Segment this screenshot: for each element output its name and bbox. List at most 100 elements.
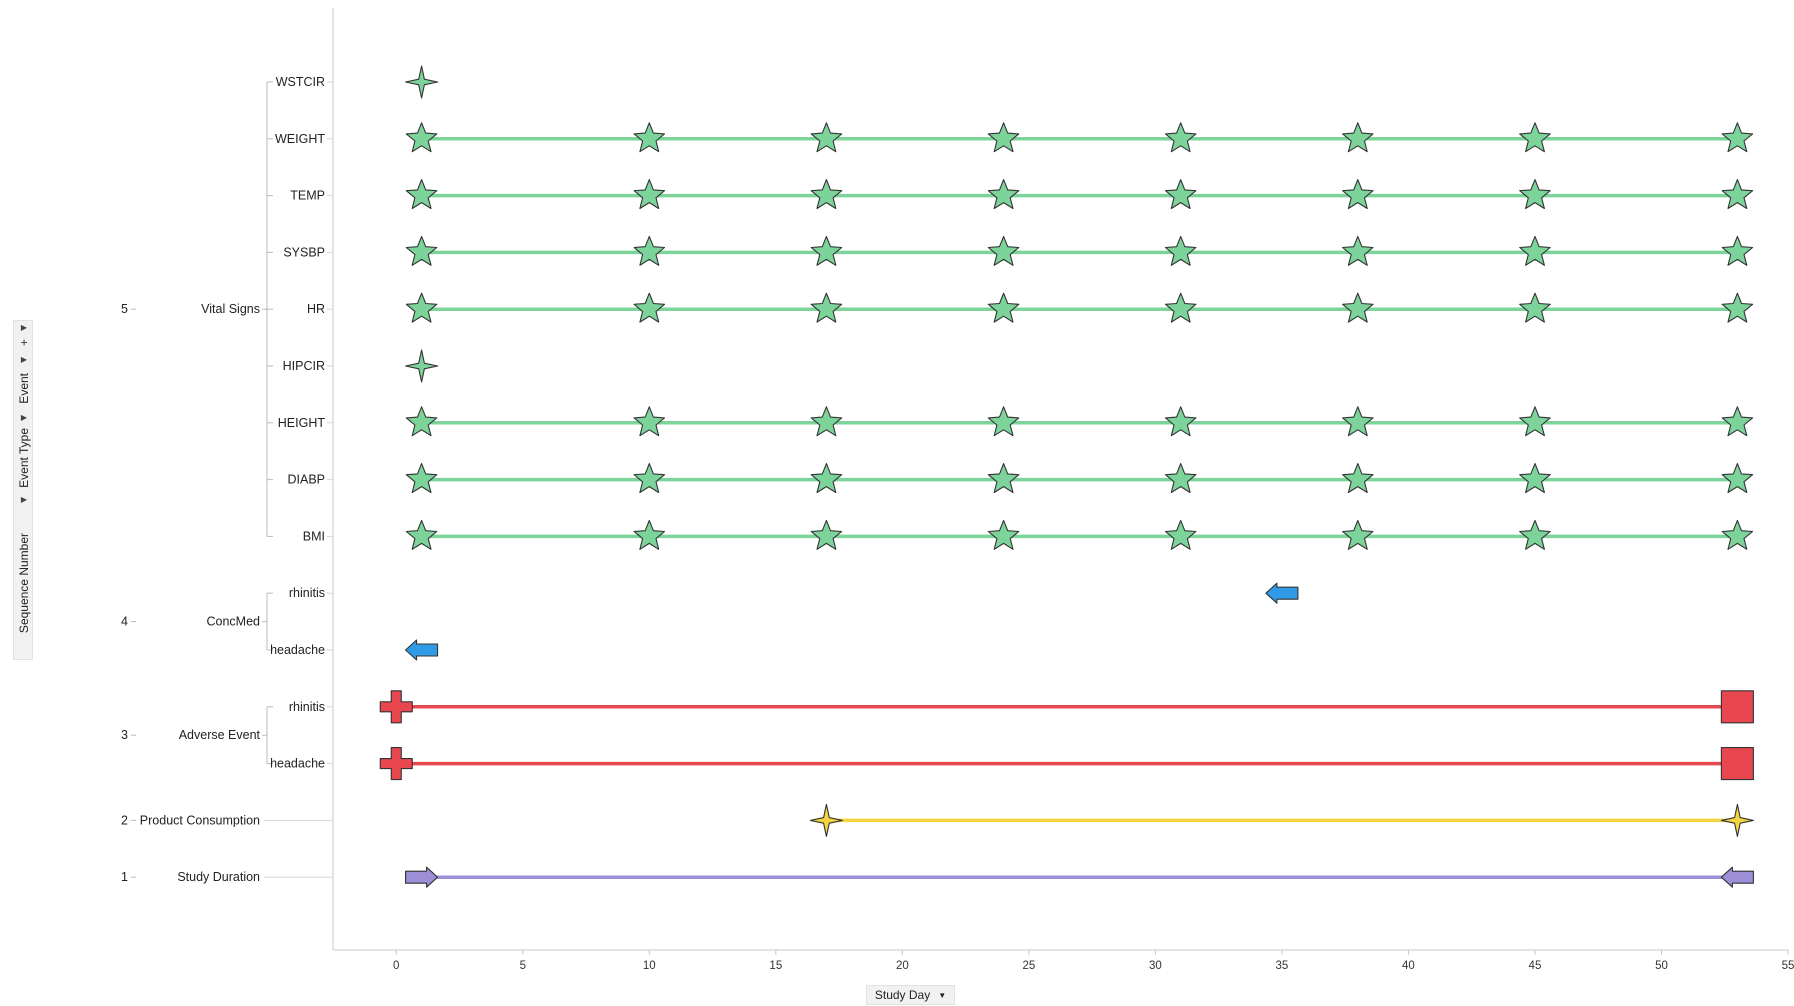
row-labels: 5 Vital Signs WSTCIR WEIGHT TEMP SYSBP HR HIPCI… — [121, 75, 333, 884]
concmed-rhinitis-arrow-left-marker[interactable] — [1265, 582, 1299, 604]
vital-signs-temp-star5-marker[interactable] — [1721, 179, 1754, 210]
vital-signs-diabp-star5-marker[interactable] — [1721, 463, 1754, 494]
vital-signs-temp-star5-marker[interactable] — [810, 179, 843, 210]
event-type-label: ConcMed — [207, 615, 261, 629]
adverse-event-rhinitis-square-marker[interactable] — [1720, 690, 1754, 724]
vital-signs-hr-star5-marker[interactable] — [633, 292, 666, 323]
vital-signs-hr-star5-marker[interactable] — [810, 292, 843, 323]
adverse-event-headache-cross-marker[interactable] — [379, 747, 413, 781]
vital-signs-bmi-star5-marker[interactable] — [987, 519, 1020, 550]
vital-signs-diabp-star5-marker[interactable] — [1342, 463, 1374, 494]
x-axis-ticks: 0 5 10 15 20 25 30 35 40 45 50 55 — [393, 950, 1794, 972]
vital-signs-sysbp-star5-marker[interactable] — [1342, 235, 1374, 266]
vital-signs-temp-star5-marker[interactable] — [633, 179, 666, 210]
add-level-button[interactable]: + — [14, 335, 34, 351]
vital-signs-height-star5-marker[interactable] — [1342, 406, 1374, 437]
event-label-sysbp: SYSBP — [283, 245, 325, 259]
vital-signs-height-star5-marker[interactable] — [1164, 406, 1197, 437]
vital-signs-sysbp-star5-marker[interactable] — [1721, 235, 1754, 266]
vital-signs-temp-star5-marker[interactable] — [1519, 179, 1551, 210]
vital-signs-bmi-star5-marker[interactable] — [405, 519, 438, 550]
vital-signs-temp-star5-marker[interactable] — [405, 179, 438, 210]
expand-arrow-icon[interactable]: ▶ — [20, 413, 28, 422]
expand-arrow-icon[interactable]: ▶ — [20, 495, 28, 504]
vital-signs-hr-star5-marker[interactable] — [1519, 292, 1551, 323]
sequence-number-label: 3 — [121, 728, 128, 742]
vital-signs-diabp-star5-marker[interactable] — [1519, 463, 1551, 494]
vital-signs-diabp-star5-marker[interactable] — [633, 463, 666, 494]
vital-signs-sysbp-star5-marker[interactable] — [1164, 235, 1197, 266]
sequence-number-label: 1 — [121, 870, 128, 884]
expand-arrow-icon[interactable]: ▶ — [20, 355, 28, 364]
event-label-wstcir: WSTCIR — [276, 75, 325, 89]
triangle-down-icon[interactable]: ▼ — [938, 990, 947, 1000]
event-label-headache: headache — [270, 757, 325, 771]
event-label-rhinitis: rhinitis — [289, 700, 325, 714]
vital-signs-bmi-star5-marker[interactable] — [1342, 519, 1374, 550]
adverse-event-rhinitis-cross-marker[interactable] — [379, 690, 413, 724]
product-consumption-star4-marker[interactable] — [1720, 803, 1754, 837]
vital-signs-height-star5-marker[interactable] — [1519, 406, 1551, 437]
vital-signs-sysbp-star5-marker[interactable] — [405, 235, 438, 266]
expand-arrow-icon[interactable]: ▶ — [20, 323, 28, 332]
vital-signs-bmi-star5-marker[interactable] — [1519, 519, 1551, 550]
event-label-bmi: BMI — [303, 529, 325, 543]
product-consumption-star4-marker[interactable] — [809, 803, 843, 837]
vital-signs-sysbp-star5-marker[interactable] — [633, 235, 666, 266]
axis-level-event-type[interactable]: Event Type — [14, 426, 34, 490]
axis-level-event-type-label: Event Type — [17, 428, 31, 488]
vital-signs-weight-star5-marker[interactable] — [1519, 122, 1551, 153]
study-duration-arrow-right-marker[interactable] — [405, 866, 439, 888]
vital-signs-temp-star5-marker[interactable] — [1164, 179, 1197, 210]
vital-signs-height-star5-marker[interactable] — [987, 406, 1020, 437]
vital-signs-height-star5-marker[interactable] — [810, 406, 843, 437]
vital-signs-weight-star5-marker[interactable] — [1721, 122, 1754, 153]
x-tick-label: 15 — [769, 960, 782, 972]
x-tick-label: 25 — [1022, 960, 1035, 972]
vital-signs-weight-star5-marker[interactable] — [633, 122, 666, 153]
event-label-height: HEIGHT — [278, 416, 326, 430]
axis-level-sequence-number[interactable]: Sequence Number — [14, 508, 34, 658]
vital-signs-sysbp-star5-marker[interactable] — [1519, 235, 1551, 266]
vital-signs-weight-star5-marker[interactable] — [987, 122, 1020, 153]
vital-signs-hr-star5-marker[interactable] — [1342, 292, 1374, 323]
vital-signs-hr-star5-marker[interactable] — [1164, 292, 1197, 323]
x-axis-selector[interactable]: Study Day ▼ — [866, 985, 955, 1005]
y-axis-selector[interactable]: ▶ + ▶ Event ▶ Event Type ▶ Sequence Numb… — [13, 320, 33, 660]
sequence-number-label: 4 — [121, 615, 128, 629]
vital-signs-diabp-star5-marker[interactable] — [1164, 463, 1197, 494]
study-duration-arrow-left-marker[interactable] — [1720, 866, 1754, 888]
vital-signs-diabp-star5-marker[interactable] — [810, 463, 843, 494]
vital-signs-sysbp-star5-marker[interactable] — [987, 235, 1020, 266]
vital-signs-diabp-star5-marker[interactable] — [405, 463, 438, 494]
vital-signs-bmi-star5-marker[interactable] — [1721, 519, 1754, 550]
vital-signs-hr-star5-marker[interactable] — [1721, 292, 1754, 323]
vital-signs-hr-star5-marker[interactable] — [987, 292, 1020, 323]
sequence-number-label: 5 — [121, 302, 128, 316]
vital-signs-diabp-star5-marker[interactable] — [987, 463, 1020, 494]
chart-frame — [332, 8, 1788, 951]
vital-signs-height-star5-marker[interactable] — [1721, 406, 1754, 437]
vital-signs-sysbp-star5-marker[interactable] — [810, 235, 843, 266]
vital-signs-temp-star5-marker[interactable] — [1342, 179, 1374, 210]
vital-signs-bmi-star5-marker[interactable] — [633, 519, 666, 550]
vital-signs-wstcir-star4-marker[interactable] — [405, 65, 439, 99]
x-axis-selector-label: Study Day — [874, 988, 931, 1002]
vital-signs-height-star5-marker[interactable] — [633, 406, 666, 437]
vital-signs-weight-star5-marker[interactable] — [405, 122, 438, 153]
vital-signs-weight-star5-marker[interactable] — [1342, 122, 1374, 153]
axis-level-event[interactable]: Event — [14, 368, 34, 408]
vital-signs-height-star5-marker[interactable] — [405, 406, 438, 437]
vital-signs-bmi-star5-marker[interactable] — [1164, 519, 1197, 550]
event-label-headache: headache — [270, 643, 325, 657]
x-tick-label: 5 — [520, 960, 526, 972]
vital-signs-weight-star5-marker[interactable] — [1164, 122, 1197, 153]
adverse-event-headache-square-marker[interactable] — [1720, 747, 1754, 781]
vital-signs-hipcir-star4-marker[interactable] — [405, 349, 439, 383]
series-markers[interactable] — [379, 65, 1754, 888]
concmed-headache-arrow-left-marker[interactable] — [405, 639, 439, 661]
vital-signs-bmi-star5-marker[interactable] — [810, 519, 843, 550]
vital-signs-weight-star5-marker[interactable] — [810, 122, 843, 153]
vital-signs-hr-star5-marker[interactable] — [405, 292, 438, 323]
vital-signs-temp-star5-marker[interactable] — [987, 179, 1020, 210]
